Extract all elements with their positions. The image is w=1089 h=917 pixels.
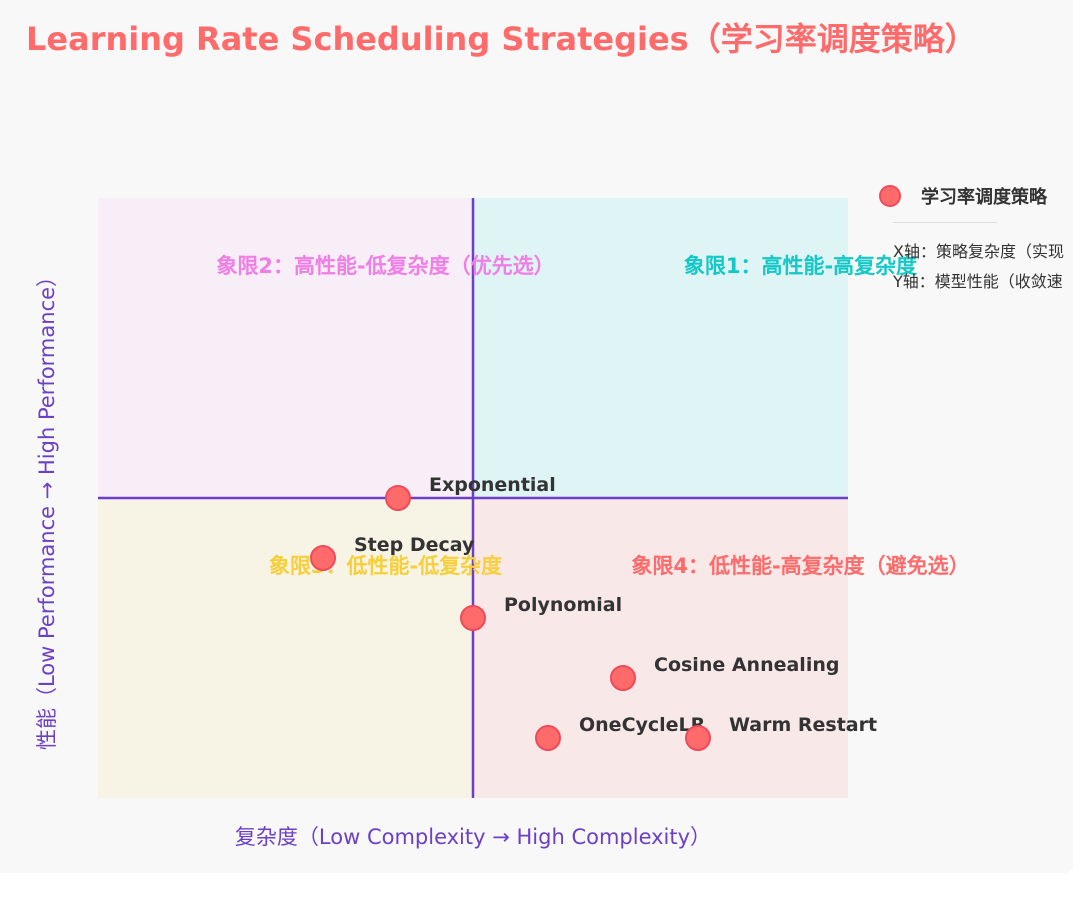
quadrant-3-label: 象限3：低性能-低复杂度: [269, 554, 502, 578]
quadrant-chart: 象限2：高性能-低复杂度（优先选） 象限1：高性能-高复杂度象限3：低性能-低复杂…: [35, 198, 970, 849]
legend-divider: [893, 222, 997, 223]
quadrant-3-area: [98, 498, 473, 798]
data-point-label: OneCycleLR: [579, 714, 706, 736]
legend-series-label: 学习率调度策略: [921, 187, 1047, 208]
quadrant-1-area: [473, 198, 848, 498]
quadrant-1-label: 象限1：高性能-高复杂度: [684, 254, 917, 278]
x-axis-title: 复杂度（Low Complexity → High Complexity）: [235, 825, 711, 849]
quadrant-2-label: 象限2：高性能-低复杂度（优先选）: [216, 254, 554, 278]
data-point[interactable]: [385, 485, 411, 511]
data-point[interactable]: [610, 665, 636, 691]
legend-item[interactable]: 学习率调度策略: [879, 183, 1073, 209]
data-point[interactable]: [685, 725, 711, 751]
legend: 学习率调度策略 X轴：策略复杂度（实现 Y轴：模型性能（收敛速: [879, 183, 1073, 297]
data-point-label: Warm Restart: [729, 714, 877, 736]
chart-card: Learning Rate Scheduling Strategies（学习率调…: [26, 20, 1073, 849]
legend-y-note: Y轴：模型性能（收敛速: [893, 272, 1063, 291]
quadrant-4-label: 象限4：低性能-高复杂度（避免选）: [631, 554, 969, 578]
legend-marker-icon: [879, 185, 901, 207]
quadrant-2-area: [98, 198, 473, 498]
data-point-label: Step Decay: [354, 534, 475, 556]
legend-x-note: X轴：策略复杂度（实现: [893, 242, 1064, 261]
data-point[interactable]: [310, 545, 336, 571]
chart-title: Learning Rate Scheduling Strategies（学习率调…: [26, 20, 977, 58]
data-point-label: Exponential: [429, 474, 556, 496]
quadrant-4-area: [473, 498, 848, 798]
data-point[interactable]: [535, 725, 561, 751]
data-point-label: Polynomial: [504, 594, 622, 616]
y-axis-title: 性能（Low Performance → High Performance）: [35, 266, 59, 750]
data-point-label: Cosine Annealing: [654, 654, 839, 676]
data-point[interactable]: [460, 605, 486, 631]
